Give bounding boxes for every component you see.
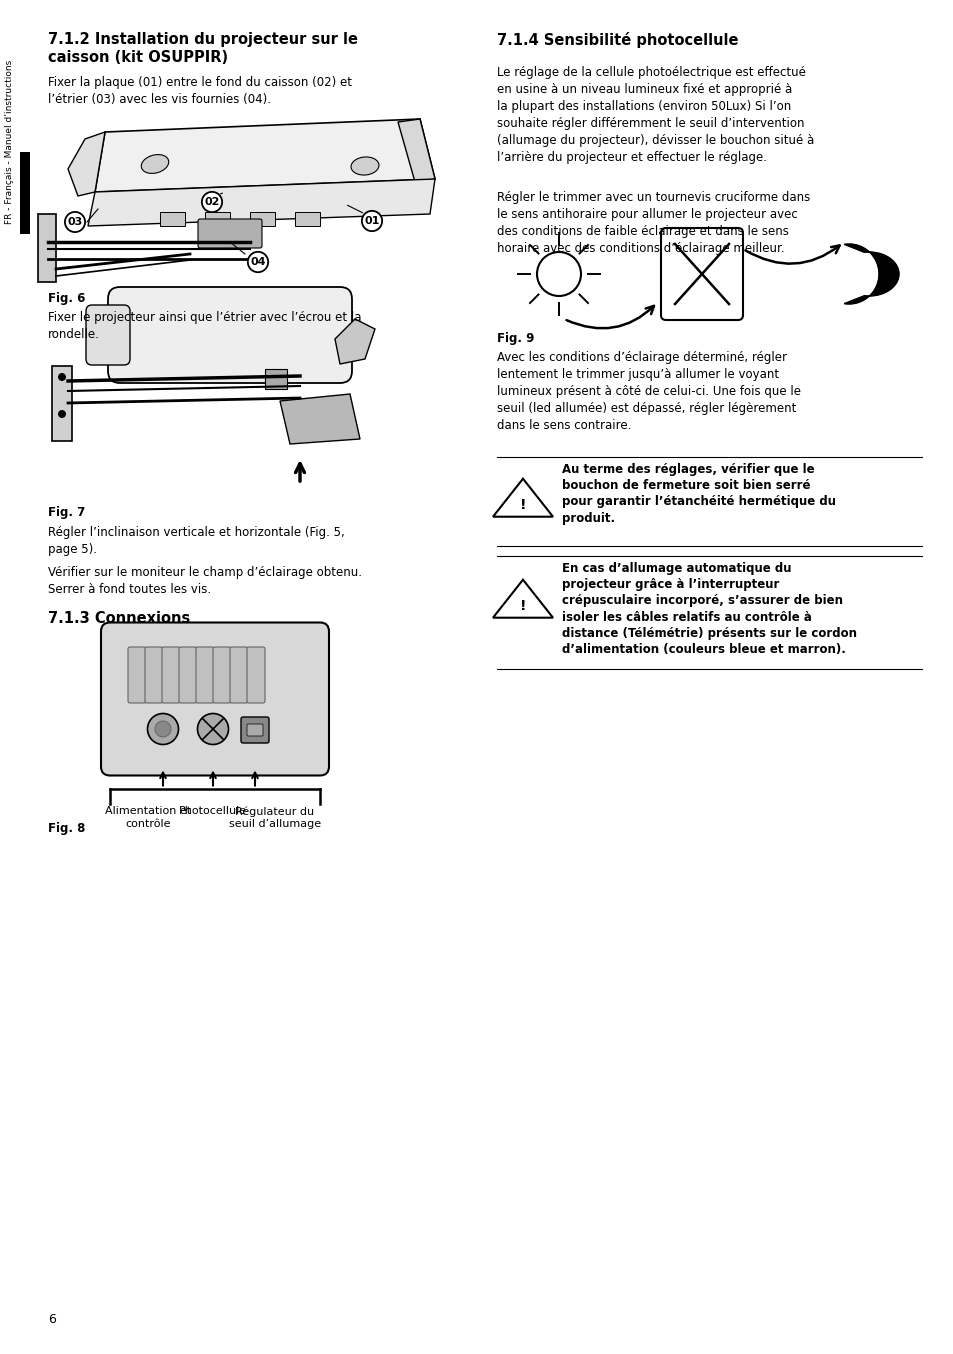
Circle shape — [148, 714, 178, 745]
Polygon shape — [280, 394, 359, 444]
FancyBboxPatch shape — [101, 623, 329, 776]
Polygon shape — [493, 580, 553, 617]
Text: Fig. 9: Fig. 9 — [497, 332, 534, 345]
Polygon shape — [95, 119, 435, 192]
Text: Fig. 8: Fig. 8 — [48, 822, 85, 835]
Text: Le réglage de la cellule photoélectrique est effectué
en usine à un niveau lumin: Le réglage de la cellule photoélectrique… — [497, 66, 814, 164]
Text: 01: 01 — [364, 217, 379, 226]
Text: Vérifier sur le moniteur le champ d’éclairage obtenu.
Serrer à fond toutes les v: Vérifier sur le moniteur le champ d’écla… — [48, 566, 361, 596]
FancyBboxPatch shape — [108, 287, 352, 383]
FancyBboxPatch shape — [230, 647, 248, 703]
Text: 02: 02 — [204, 196, 219, 207]
FancyBboxPatch shape — [162, 647, 180, 703]
FancyBboxPatch shape — [145, 647, 163, 703]
Text: 7.1.4 Sensibilité photocellule: 7.1.4 Sensibilité photocellule — [497, 32, 738, 47]
FancyBboxPatch shape — [213, 647, 231, 703]
Text: Photocellule: Photocellule — [179, 807, 247, 816]
FancyBboxPatch shape — [247, 724, 263, 737]
Text: 03: 03 — [68, 217, 83, 227]
Text: Alimentation et
contrôle: Alimentation et contrôle — [105, 807, 191, 829]
Bar — [265, 370, 287, 389]
Text: FR - Français - Manuel d’instructions: FR - Français - Manuel d’instructions — [6, 60, 14, 223]
FancyBboxPatch shape — [86, 305, 130, 366]
Bar — [160, 213, 185, 226]
Polygon shape — [88, 179, 435, 226]
Bar — [205, 213, 230, 226]
FancyBboxPatch shape — [179, 647, 196, 703]
Text: Fig. 6: Fig. 6 — [48, 292, 85, 305]
Circle shape — [537, 252, 580, 297]
Text: Avec les conditions d’éclairage déterminé, régler
lentement le trimmer jusqu’à a: Avec les conditions d’éclairage détermin… — [497, 351, 801, 432]
Bar — [294, 213, 319, 226]
Text: Fixer la plaque (01) entre le fond du caisson (02) et
l’étrier (03) avec les vis: Fixer la plaque (01) entre le fond du ca… — [48, 76, 352, 106]
FancyBboxPatch shape — [241, 718, 269, 743]
Bar — [52, 366, 71, 441]
Text: Au terme des réglages, vérifier que le
bouchon de fermeture soit bien serré
pour: Au terme des réglages, vérifier que le b… — [561, 463, 835, 524]
Text: Régler le trimmer avec un tournevis cruciforme dans
le sens antihoraire pour all: Régler le trimmer avec un tournevis cruc… — [497, 191, 809, 255]
Text: 6: 6 — [48, 1313, 56, 1326]
FancyBboxPatch shape — [195, 647, 213, 703]
FancyBboxPatch shape — [198, 219, 262, 248]
Circle shape — [197, 714, 229, 745]
FancyBboxPatch shape — [660, 227, 742, 320]
FancyBboxPatch shape — [128, 647, 146, 703]
Text: Fixer le projecteur ainsi que l’étrier avec l’écrou et la
rondelle.: Fixer le projecteur ainsi que l’étrier a… — [48, 311, 361, 341]
Polygon shape — [68, 131, 105, 196]
Text: 7.1.2 Installation du projecteur sur le
caisson (kit OSUPPIR): 7.1.2 Installation du projecteur sur le … — [48, 32, 357, 65]
Text: En cas d’allumage automatique du
projecteur grâce à l’interrupteur
crépusculaire: En cas d’allumage automatique du project… — [561, 562, 856, 655]
Text: !: ! — [519, 600, 526, 613]
Bar — [38, 214, 56, 282]
Bar — [250, 213, 274, 226]
Text: 7.1.3 Connexions: 7.1.3 Connexions — [48, 611, 190, 626]
Polygon shape — [493, 479, 553, 517]
Ellipse shape — [351, 157, 378, 175]
Circle shape — [58, 372, 66, 380]
Text: 04: 04 — [250, 257, 266, 267]
Ellipse shape — [141, 154, 169, 173]
FancyBboxPatch shape — [247, 647, 265, 703]
Text: !: ! — [519, 498, 526, 513]
Polygon shape — [843, 244, 898, 305]
Bar — [20, 152, 30, 234]
Circle shape — [58, 410, 66, 418]
Circle shape — [154, 720, 171, 737]
Polygon shape — [335, 320, 375, 364]
Polygon shape — [397, 119, 435, 181]
Text: Régler l’inclinaison verticale et horizontale (Fig. 5,
page 5).: Régler l’inclinaison verticale et horizo… — [48, 525, 344, 556]
Text: Fig. 7: Fig. 7 — [48, 506, 85, 519]
Text: Régulateur du
seuil d’allumage: Régulateur du seuil d’allumage — [229, 807, 321, 830]
